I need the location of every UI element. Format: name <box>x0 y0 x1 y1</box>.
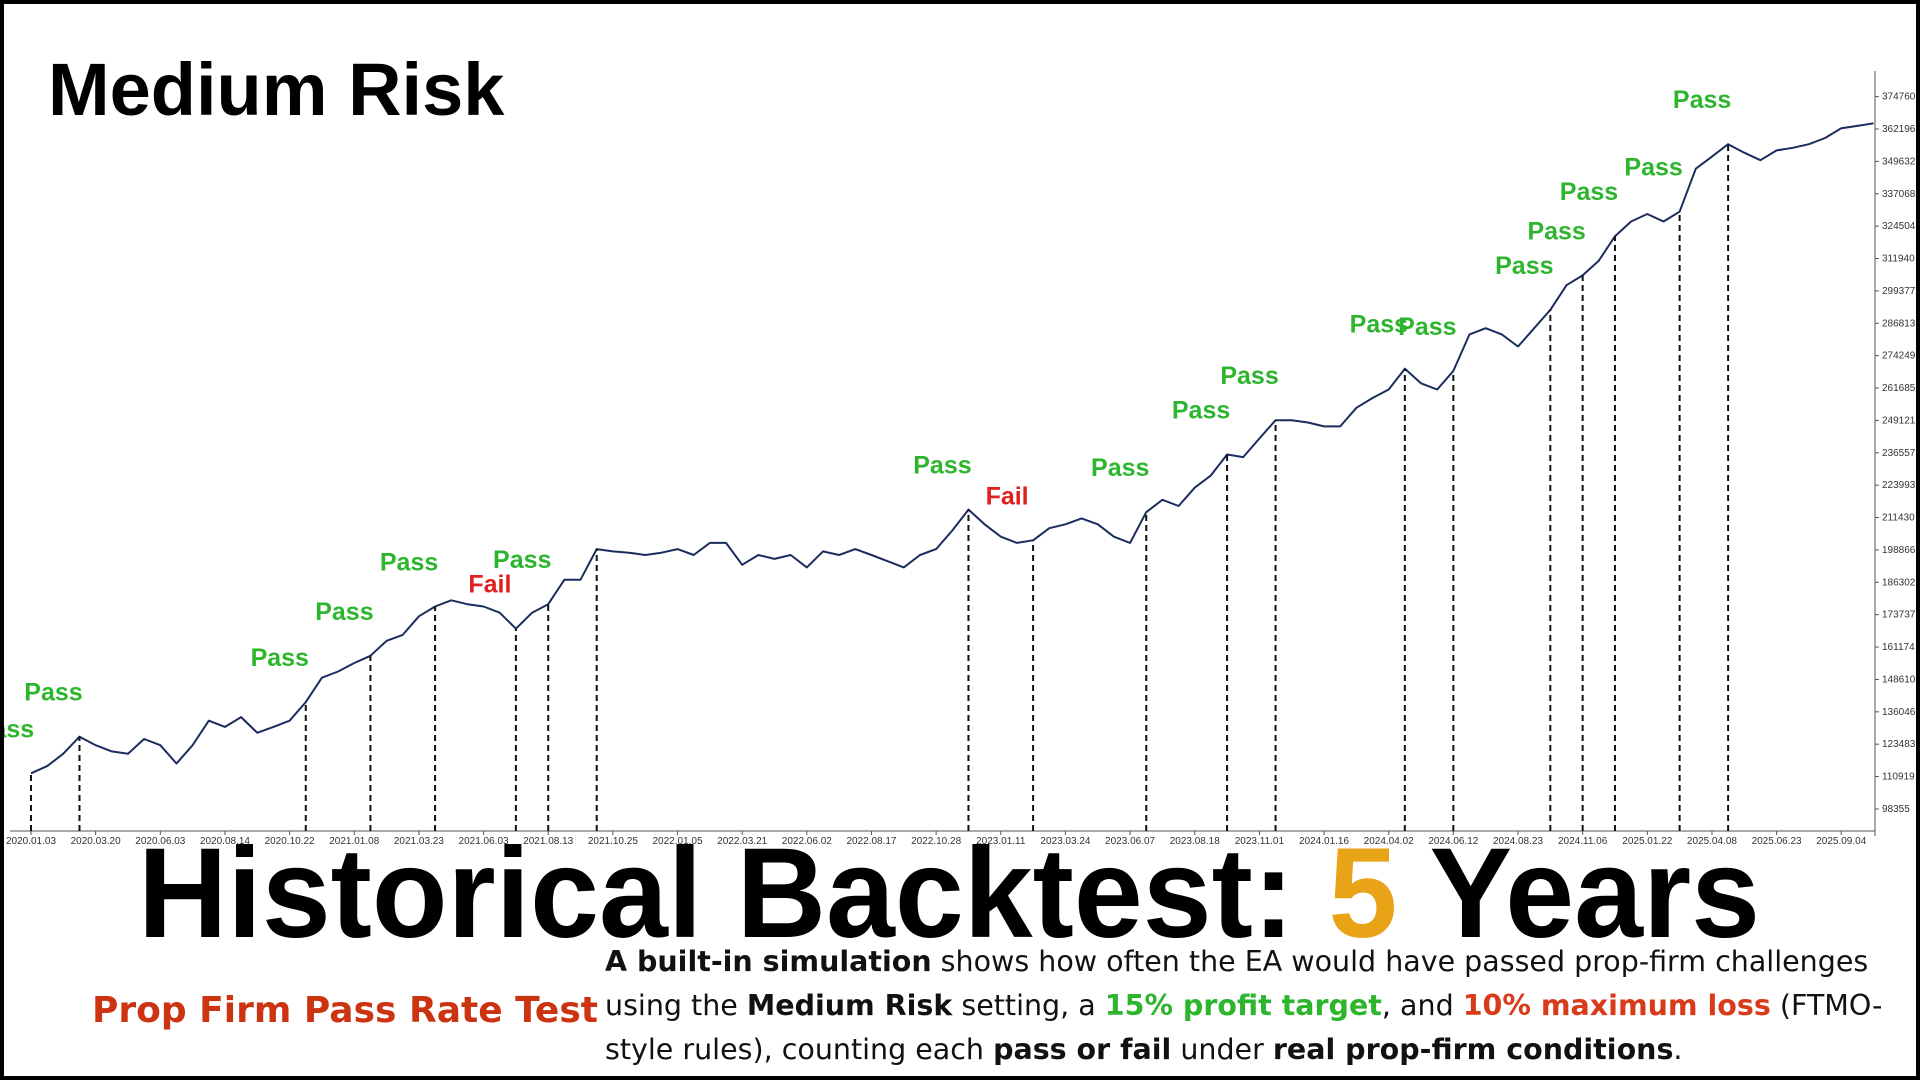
y-tick-label: 236557 <box>1882 448 1916 459</box>
y-tick-label: 362196 <box>1882 124 1916 135</box>
x-tick-label: 2023.03.24 <box>1040 836 1090 847</box>
y-tick-label: 311940 <box>1882 254 1915 265</box>
outcome-label: Pass <box>0 715 34 743</box>
x-tick-label: 2025.09.04 <box>1816 836 1866 847</box>
heading-text: Years <box>1397 822 1760 965</box>
y-tick-label: 98355 <box>1882 804 1910 815</box>
x-tick-label: 2024.06.12 <box>1428 836 1478 847</box>
x-tick-label: 2024.01.16 <box>1299 836 1349 847</box>
heading-text: Historical Backtest: <box>138 822 1328 965</box>
text-segment: (FTMO-style rules), counting each <box>605 989 1883 1066</box>
text-segment: . <box>1673 1033 1683 1066</box>
x-tick-label: 2023.06.07 <box>1105 836 1155 847</box>
y-tick-label: 261685 <box>1882 383 1916 394</box>
outcome-label: Pass <box>1091 454 1149 482</box>
x-tick-label: 2021.08.13 <box>523 836 573 847</box>
outcome-label: Pass <box>1350 311 1408 339</box>
x-tick-label: 2022.10.28 <box>911 836 961 847</box>
x-tick-label: 2020.10.22 <box>265 836 315 847</box>
equity-line <box>30 122 1874 775</box>
x-tick-label: 2021.10.25 <box>588 836 638 847</box>
text-segment: under <box>1171 1033 1273 1066</box>
y-tick-label: 374760 <box>1882 92 1916 103</box>
x-tick-label: 2021.03.23 <box>394 836 444 847</box>
outcome-label: Pass <box>1220 362 1278 390</box>
y-tick-label: 299377 <box>1882 286 1916 297</box>
heading: Historical Backtest: 5 Years <box>138 822 1760 965</box>
y-tick-label: 223993 <box>1882 480 1916 491</box>
y-tick-label: 148610 <box>1882 674 1916 685</box>
outcome-label: Pass <box>380 549 438 577</box>
outcome-label: Pass <box>315 598 373 626</box>
text-segment: real prop-firm conditions <box>1272 1033 1674 1066</box>
outcome-label: Pass <box>493 546 551 574</box>
y-tick-label: 324504 <box>1882 221 1916 232</box>
y-tick-label: 274249 <box>1882 351 1916 362</box>
outcome-label: Pass <box>1527 217 1585 245</box>
x-tick-label: 2020.03.20 <box>71 836 121 847</box>
y-tick-label: 286813 <box>1882 318 1916 329</box>
x-tick-label: 2023.01.11 <box>976 836 1026 847</box>
outcome-label: Pass <box>1495 252 1553 280</box>
outcome-label: Pass <box>913 452 971 480</box>
outcome-label: Fail <box>468 571 511 599</box>
y-tick-label: 337068 <box>1882 189 1916 200</box>
subtitle: Prop Firm Pass Rate Test <box>92 990 598 1031</box>
y-tick-label: 249121 <box>1882 415 1916 426</box>
outcome-label: Pass <box>24 679 82 707</box>
y-tick-label: 110919 <box>1882 772 1915 783</box>
y-tick-label: 173737 <box>1882 610 1916 621</box>
y-tick-label: 211430 <box>1882 513 1915 524</box>
y-tick-label: 349632 <box>1882 156 1916 167</box>
x-tick-label: 2025.01.22 <box>1622 836 1672 847</box>
outcome-label: Pass <box>1624 154 1682 182</box>
text-segment: 15% profit target <box>1104 989 1382 1022</box>
text-segment: Medium Risk <box>746 989 953 1022</box>
x-tick-label: 2025.06.23 <box>1752 836 1802 847</box>
x-tick-label: 2020.08.14 <box>200 836 250 847</box>
text-segment: pass or fail <box>993 1033 1172 1066</box>
text-segment: shows how often the EA would have passed… <box>605 945 1869 1022</box>
text-segment: setting, a <box>952 989 1105 1022</box>
x-tick-label: 2021.01.08 <box>329 836 379 847</box>
x-tick-label: 2022.08.17 <box>846 836 896 847</box>
text-segment: 10% maximum loss <box>1462 989 1771 1022</box>
x-tick-label: 2022.06.02 <box>782 836 832 847</box>
outcome-label: Pass <box>1398 313 1456 341</box>
outcome-label: Pass <box>1673 86 1731 114</box>
x-tick-label: 2024.04.02 <box>1364 836 1414 847</box>
y-tick-label: 123483 <box>1882 739 1916 750</box>
x-tick-label: 2020.01.03 <box>6 836 56 847</box>
y-tick-label: 161174 <box>1882 642 1915 653</box>
x-tick-label: 2024.08.23 <box>1493 836 1543 847</box>
x-tick-label: 2020.06.03 <box>135 836 185 847</box>
text-segment: A built-in simulation <box>605 945 932 978</box>
outcome-label: Pass <box>1560 178 1618 206</box>
x-tick-label: 2023.08.18 <box>1170 836 1220 847</box>
x-tick-label: 2023.11.01 <box>1235 836 1285 847</box>
description: A built-in simulation shows how often th… <box>605 940 1905 1072</box>
outcome-label: Pass <box>251 644 309 672</box>
x-tick-label: 2022.03.21 <box>717 836 767 847</box>
outcome-label: Pass <box>1172 396 1230 424</box>
outcome-label: Fail <box>986 482 1029 510</box>
text-segment: , and <box>1381 989 1463 1022</box>
x-tick-label: 2022.01.05 <box>652 836 702 847</box>
page-title: Medium Risk <box>48 48 505 131</box>
y-tick-label: 186302 <box>1882 577 1916 588</box>
y-tick-label: 198866 <box>1882 545 1916 556</box>
heading-highlight: 5 <box>1328 822 1397 965</box>
x-tick-label: 2024.11.06 <box>1558 836 1608 847</box>
y-tick-label: 136046 <box>1882 707 1916 718</box>
x-tick-label: 2025.04.08 <box>1687 836 1737 847</box>
x-tick-label: 2021.06.03 <box>459 836 509 847</box>
